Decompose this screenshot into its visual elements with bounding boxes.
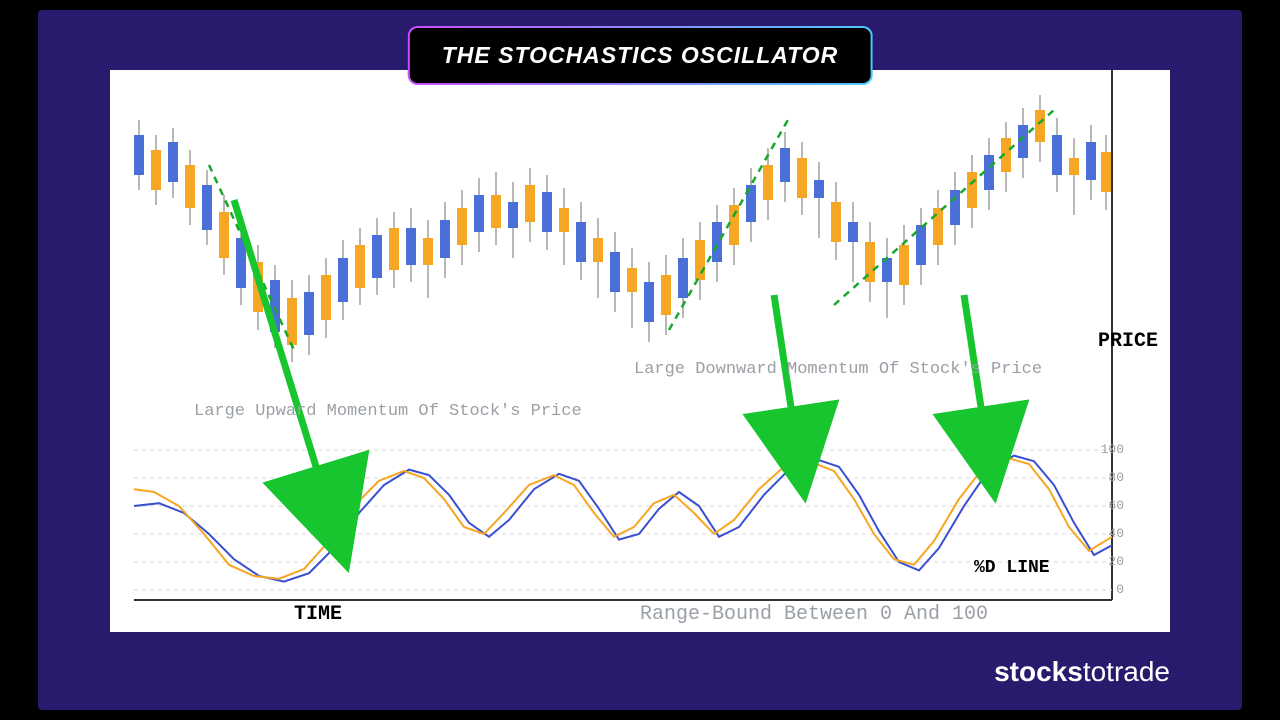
price-axis-label: PRICE	[1098, 330, 1158, 353]
outer-frame: THE STOCHASTICS OSCILLATOR PRICE TIME Ra…	[38, 10, 1242, 710]
range-label: Range-Bound Between 0 And 100	[640, 603, 988, 626]
chart-area: PRICE TIME Range-Bound Between 0 And 100…	[134, 70, 1088, 632]
brand-bold: stocks	[994, 656, 1083, 687]
osc-tick-100: 100	[1101, 442, 1124, 457]
chart-svg	[134, 70, 1114, 610]
osc-tick-20: 20	[1108, 554, 1124, 569]
brand-logo: stockstotrade	[994, 656, 1170, 688]
chart-panel: PRICE TIME Range-Bound Between 0 And 100…	[110, 70, 1170, 632]
brand-light: totrade	[1083, 656, 1170, 687]
title-box: THE STOCHASTICS OSCILLATOR	[408, 26, 873, 85]
annot-upward: Large Upward Momentum Of Stock's Price	[194, 402, 582, 421]
osc-tick-80: 80	[1108, 470, 1124, 485]
osc-tick-60: 60	[1108, 498, 1124, 513]
d-line-label: %D LINE	[974, 558, 1050, 578]
annot-downward: Large Downward Momentum Of Stock's Price	[634, 360, 1042, 379]
time-axis-label: TIME	[294, 603, 342, 626]
osc-tick-40: 40	[1108, 526, 1124, 541]
osc-tick-0: 0	[1116, 582, 1124, 597]
title-text: THE STOCHASTICS OSCILLATOR	[442, 42, 839, 68]
